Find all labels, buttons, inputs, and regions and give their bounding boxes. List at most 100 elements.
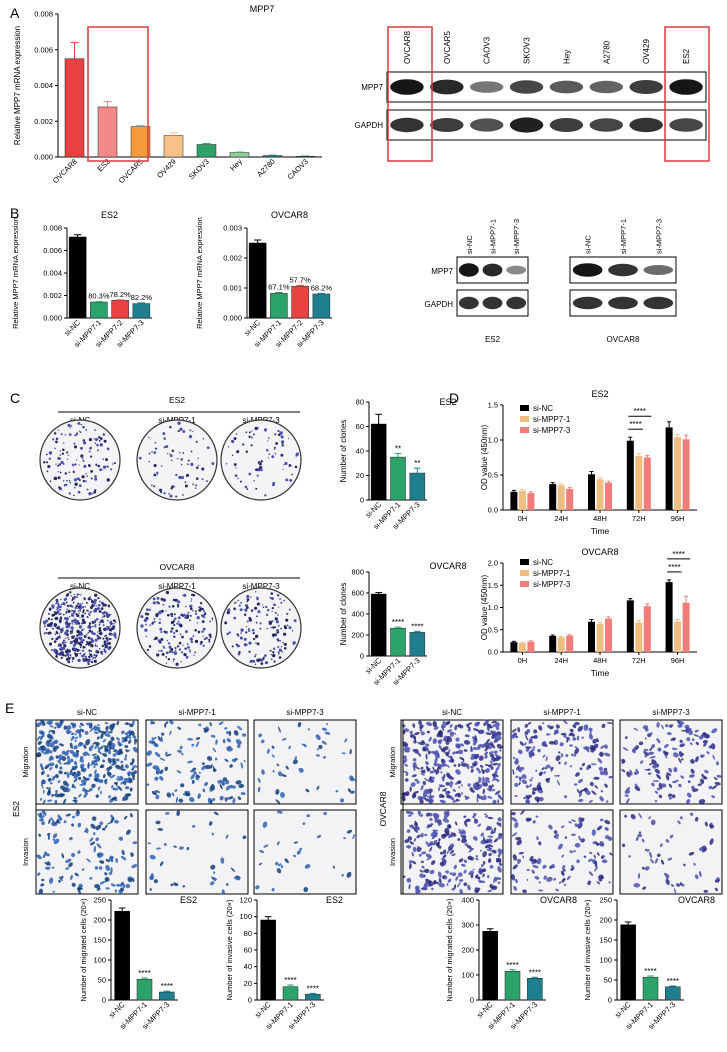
colony	[169, 453, 171, 455]
colony	[278, 656, 282, 659]
cell	[422, 792, 428, 798]
bar-si-NC	[549, 484, 557, 510]
y-tick-label: 800	[351, 568, 364, 577]
cell	[493, 738, 499, 743]
colony	[284, 461, 288, 466]
colony	[250, 596, 252, 598]
colony	[100, 437, 103, 440]
cell	[261, 769, 265, 775]
cell	[347, 788, 352, 793]
bar	[111, 300, 129, 319]
colony	[79, 632, 84, 636]
cell	[573, 783, 578, 786]
cell	[198, 723, 202, 727]
cell	[41, 750, 44, 754]
cell	[541, 767, 545, 771]
cell	[624, 789, 631, 794]
cell	[234, 757, 238, 761]
colony	[59, 449, 62, 452]
cell	[694, 729, 699, 733]
colony	[272, 626, 275, 629]
colony	[57, 456, 61, 460]
cell	[511, 812, 516, 816]
cell	[165, 721, 169, 725]
cell	[58, 876, 63, 882]
cell	[110, 758, 114, 762]
colony	[90, 470, 94, 473]
cell	[226, 746, 233, 752]
colony	[268, 620, 271, 623]
cell	[321, 727, 328, 731]
colony	[175, 495, 178, 498]
colony	[283, 643, 286, 646]
cell	[51, 794, 54, 797]
cell	[89, 841, 96, 846]
cell	[472, 868, 475, 871]
colony	[98, 440, 101, 442]
cell	[686, 737, 691, 742]
cell	[276, 763, 280, 767]
cell	[497, 799, 500, 804]
bar	[620, 924, 636, 1001]
cell	[429, 770, 435, 774]
cell	[78, 733, 82, 738]
colony	[183, 593, 187, 597]
cell	[419, 724, 424, 729]
cell	[104, 730, 109, 734]
cell	[532, 746, 536, 749]
cell	[495, 721, 500, 727]
cell	[492, 778, 497, 781]
colony	[177, 620, 180, 623]
colony	[246, 620, 249, 623]
colony	[92, 658, 94, 660]
cell	[470, 768, 474, 773]
cell	[568, 821, 572, 824]
cell	[39, 763, 43, 768]
colony	[54, 611, 58, 615]
cell	[486, 788, 492, 792]
cell	[515, 878, 518, 884]
colony	[169, 494, 173, 498]
cell	[37, 753, 42, 757]
cell	[499, 862, 502, 866]
lane-label: si-MPP7-1	[489, 219, 498, 254]
cell	[129, 730, 132, 737]
colony	[94, 625, 97, 628]
y-tick-label: 0	[360, 496, 364, 505]
cell	[64, 771, 67, 775]
cell	[178, 798, 184, 803]
cell	[476, 795, 479, 799]
bar-si-NC	[665, 582, 673, 652]
cell	[475, 889, 479, 894]
cell	[55, 755, 59, 759]
cell	[191, 779, 195, 784]
cell	[588, 764, 592, 769]
cell	[491, 784, 494, 788]
cell	[121, 730, 125, 735]
y-tick-label: 150	[93, 936, 106, 945]
cell	[461, 863, 466, 867]
colony	[89, 596, 92, 598]
cell	[77, 888, 82, 895]
colony	[65, 601, 68, 604]
cell	[149, 888, 152, 891]
colony	[73, 478, 78, 482]
colony	[67, 454, 70, 456]
condition-label: si-MPP7-3	[242, 582, 280, 591]
colony	[74, 639, 77, 643]
cell	[499, 822, 502, 828]
cell	[583, 788, 588, 791]
bar-si-MPP7-3	[605, 618, 612, 652]
cell	[441, 726, 445, 732]
cell	[457, 838, 461, 842]
cell	[460, 784, 463, 787]
cell	[292, 759, 298, 765]
colony	[59, 651, 63, 655]
colony	[238, 604, 241, 607]
cell	[472, 728, 480, 732]
colony	[254, 426, 258, 431]
cell	[710, 743, 716, 750]
colony	[185, 615, 187, 618]
cell	[77, 822, 82, 828]
cell	[430, 860, 436, 865]
